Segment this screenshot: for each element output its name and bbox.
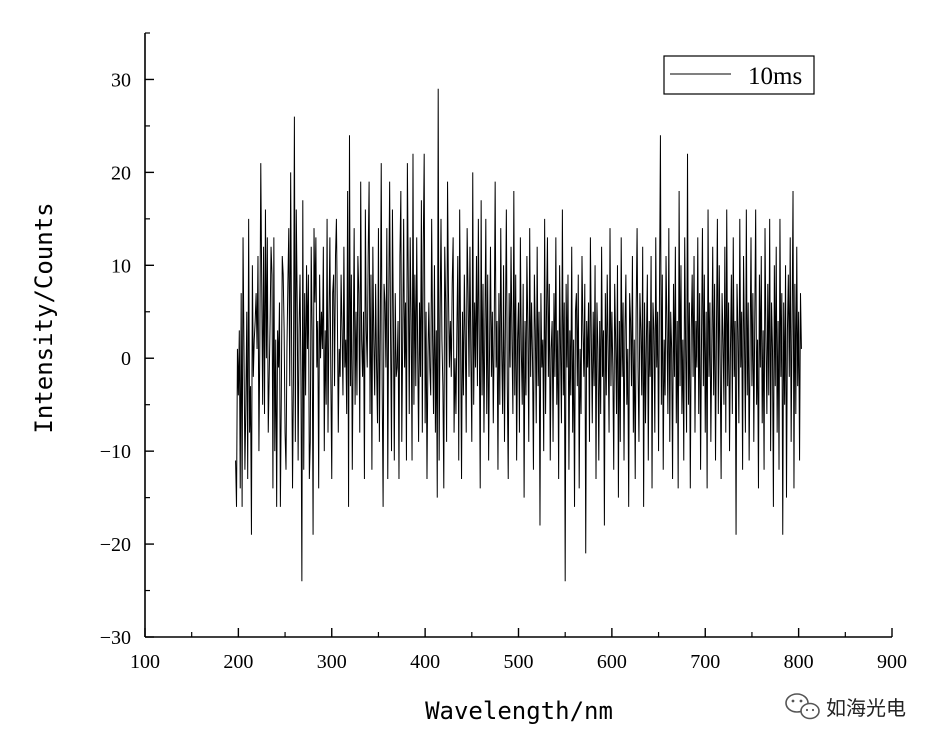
series-line-10ms <box>235 88 802 582</box>
y-tick-labels: −30 −20 −10 0 10 20 30 <box>100 69 131 649</box>
y-tick-label: 10 <box>111 255 131 277</box>
y-tick-label: −10 <box>100 441 131 463</box>
legend-box <box>663 55 815 95</box>
x-tick-label: 700 <box>690 651 720 673</box>
y-tick-label: 20 <box>111 162 131 184</box>
x-tick-label: 600 <box>597 651 627 673</box>
x-tick-label: 900 <box>877 651 907 673</box>
x-tick-label: 400 <box>410 651 440 673</box>
x-tick-label: 300 <box>317 651 347 673</box>
y-tick-label: 0 <box>121 348 131 370</box>
x-tick-label: 800 <box>784 651 814 673</box>
x-tick-label: 100 <box>130 651 160 673</box>
series-group <box>235 88 802 582</box>
legend: 10ms <box>663 55 815 95</box>
y-tick-label: −30 <box>100 627 131 649</box>
y-tick-label: 30 <box>111 69 131 91</box>
y-axis-title: Intensity/Counts <box>30 202 58 433</box>
x-tick-label: 500 <box>504 651 534 673</box>
legend-label: 10ms <box>748 63 802 90</box>
x-tick-label: 200 <box>223 651 253 673</box>
x-axis-title: Wavelength/nm <box>425 697 613 725</box>
watermark: 如海光电 <box>785 693 906 720</box>
wechat-logo-icon <box>785 693 820 720</box>
watermark-text: 如海光电 <box>826 696 906 720</box>
x-tick-labels: 100 200 300 400 500 600 700 800 900 <box>130 651 907 673</box>
y-tick-label: −20 <box>100 534 131 556</box>
